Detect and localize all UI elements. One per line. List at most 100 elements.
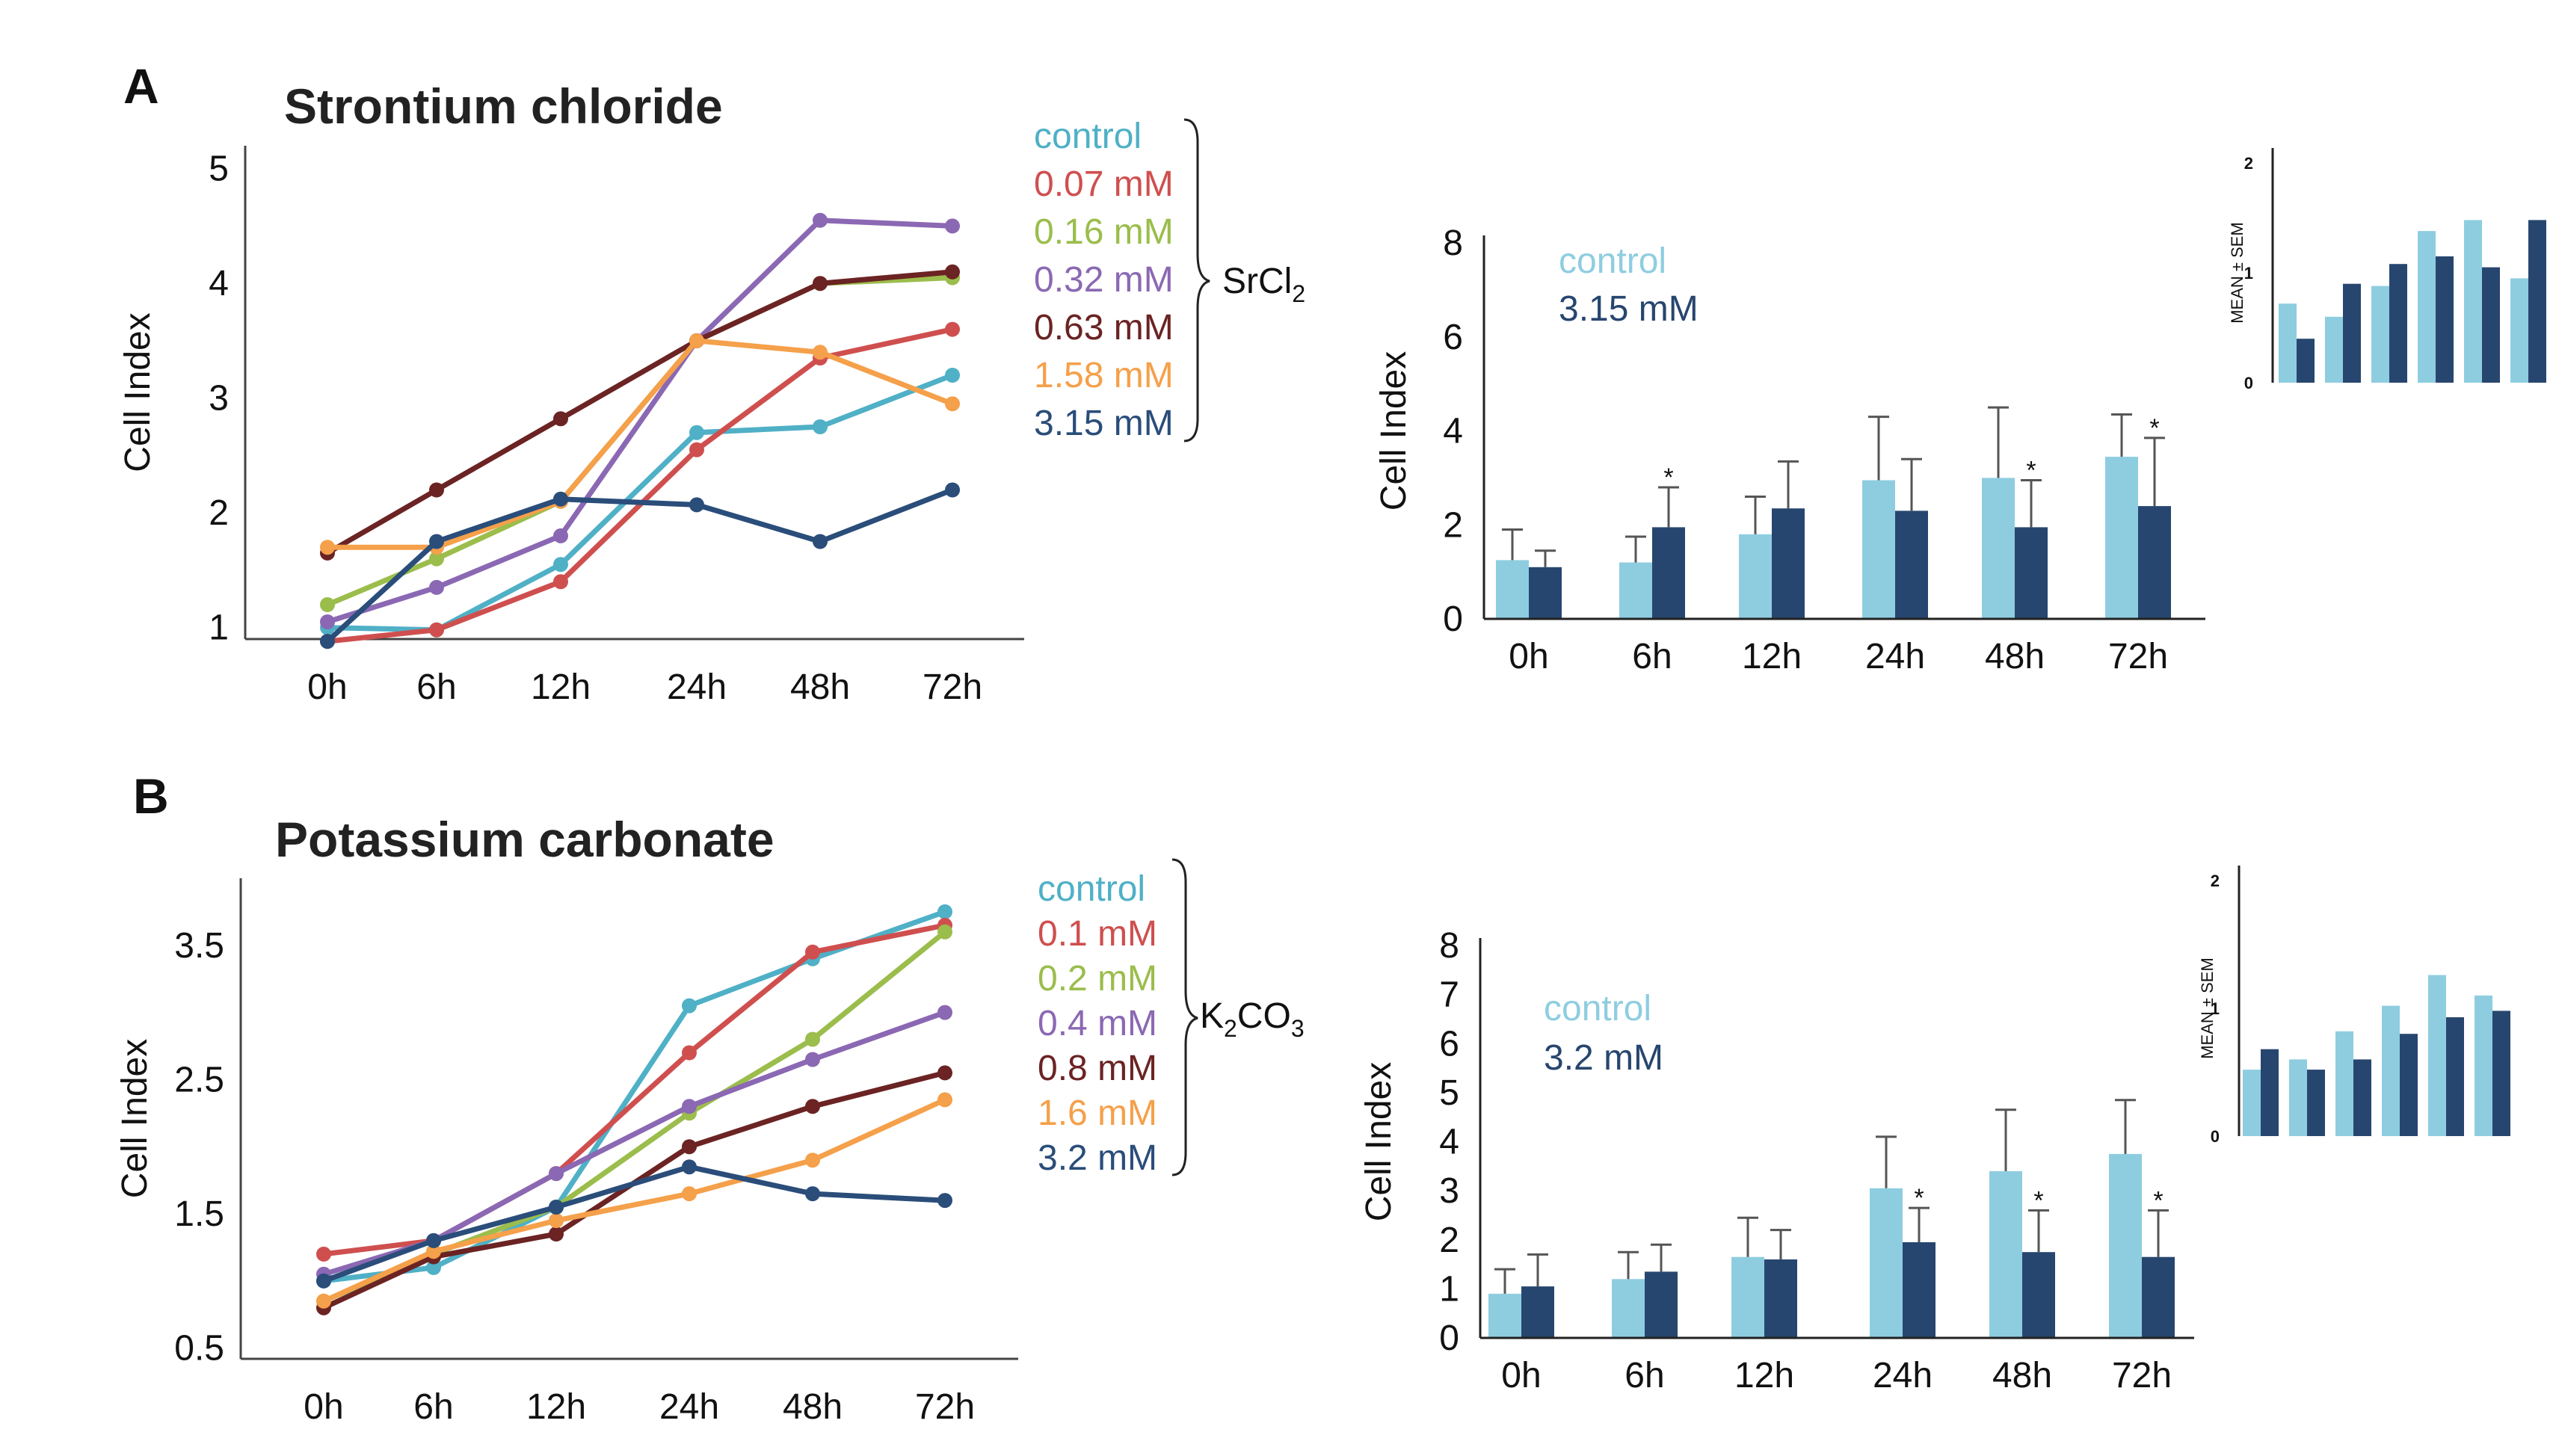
legend-potassium: control 0.1 mM 0.2 mM 0.4 mM 0.8 mM 1.6 mM 3.2… [1038,869,1157,1178]
bar [2261,1049,2279,1136]
y-tick-label: 1.5 [174,1194,224,1234]
bar-chart-potassium: 0 1 2 3 4 5 6 7 8 Cell Index 0h 6h 12h * 24h * 48h * 72h [1359,926,2194,1395]
data-point [553,411,568,427]
x-tick-label: 72h [923,667,982,707]
y-tick-label: 6 [1443,318,1463,357]
bar [2279,303,2297,383]
panel-a-title: Strontium chloride [284,78,723,134]
series-line [322,1070,946,1310]
y-axis-label: Cell Index [118,312,158,472]
y-tick-label: 4 [1443,412,1463,451]
significance-star: * [2149,414,2159,442]
y-tick-label: 0 [2211,1127,2220,1146]
data-point [937,1005,952,1020]
bar [2382,1005,2400,1136]
y-axis-label: Cell Index [1359,1062,1399,1221]
panel-b-title: Potassium carbonate [275,812,774,867]
data-point [553,574,568,590]
bar [1903,1242,1935,1338]
x-tick-label: 72h [2108,637,2168,676]
legend-entry: 0.07 mM [1034,164,1174,204]
series-line [322,1097,946,1304]
legend-entry: 3.15 mM [1559,289,1699,329]
panel-a-letter: A [123,58,159,114]
bar [1739,534,1772,619]
bar [1895,510,1928,619]
x-tick-label: 48h [790,667,850,707]
data-point [689,442,704,457]
small-bar-chart-strontium: 0 1 2 MEAN ± SEM [2228,148,2546,392]
bar [2325,316,2343,383]
significance-star: * [2026,457,2036,485]
legend-entry: control [1038,869,1145,909]
bar [2307,1070,2325,1136]
data-point [813,276,828,291]
data-point [320,540,335,555]
legend-entry: 1.58 mM [1034,356,1174,395]
data-point [682,1045,697,1061]
data-point [813,534,828,549]
bar [1870,1188,1903,1338]
bracket-label-strontium: SrCl2 [1222,262,1305,307]
y-axis-label: MEAN ± SEM [2228,222,2246,324]
bar [1652,527,1685,619]
data-point [937,1193,952,1209]
bar [1488,1293,1521,1338]
significance-star: * [1914,1184,1924,1212]
y-tick-label: 0 [1439,1318,1459,1358]
data-point [805,944,820,960]
data-point [316,1246,331,1262]
bar [2015,527,2048,619]
y-axis-label: Cell Index [1374,351,1414,510]
data-point [320,597,335,612]
bar [2418,231,2436,383]
x-tick-label: 12h [1742,637,1802,676]
bar [2353,1059,2371,1136]
y-tick-label: 1 [2211,999,2220,1018]
y-tick-label: 2 [209,493,229,533]
series-line [327,327,953,644]
legend-entry: 0.63 mM [1034,308,1174,348]
data-point [549,1227,564,1241]
legend-bar-potassium: control 3.2 mM [1544,989,1663,1078]
x-tick-label: 0h [1509,637,1548,676]
data-point [682,1159,697,1175]
x-tick-label: 72h [2112,1356,2172,1395]
series-line [323,909,946,1284]
data-point [937,1065,952,1081]
bar [1645,1271,1678,1338]
y-tick-label: 2.5 [174,1060,224,1099]
data-point [316,1273,331,1289]
data-point [682,1186,697,1202]
x-tick-label: 48h [783,1387,843,1427]
data-point [682,998,697,1014]
data-point [689,333,704,348]
x-tick-label: 12h [1734,1356,1794,1395]
legend-entry: 1.6 mM [1038,1093,1157,1133]
series-line [323,922,946,1257]
bar [2428,975,2446,1136]
bar [1619,562,1652,619]
bar [2475,995,2492,1136]
data-point [813,345,828,360]
data-point [426,1233,441,1248]
data-point [549,1213,564,1228]
bar [2436,256,2454,383]
legend-entry: control [1034,117,1142,156]
y-tick-label: 7 [1439,975,1459,1015]
bar [1521,1286,1554,1338]
x-tick-label: 48h [1985,637,2045,676]
bar [2482,267,2500,383]
legend-entry: 3.2 mM [1544,1038,1663,1078]
data-point [689,497,704,513]
legend-entry: 0.32 mM [1034,260,1174,300]
data-point [945,396,960,412]
bar [2343,283,2361,383]
data-point [945,218,960,234]
data-point [553,491,568,507]
x-tick-label: 0h [304,1387,343,1427]
data-point [429,534,444,549]
x-tick-label: 48h [1992,1356,2052,1395]
data-point [805,1099,820,1114]
